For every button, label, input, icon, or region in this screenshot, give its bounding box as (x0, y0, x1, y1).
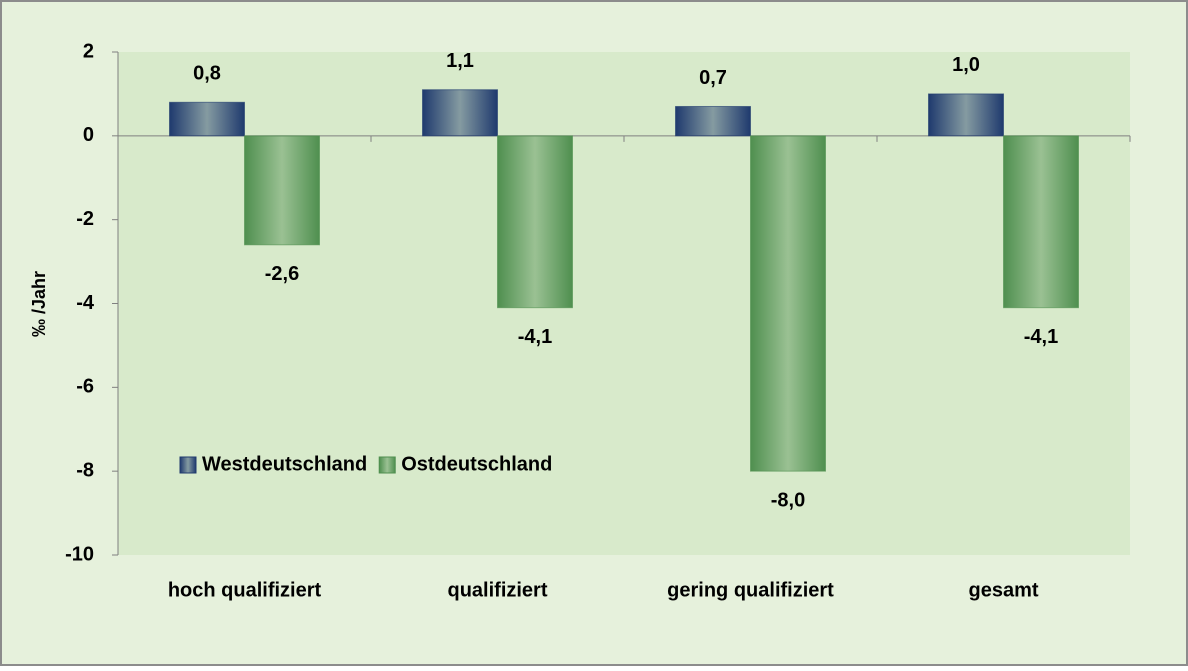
bar (497, 135, 573, 309)
x-tick-label: gering qualifiziert (667, 579, 834, 601)
legend-label: Westdeutschland (202, 453, 367, 475)
x-tick-label: qualifiziert (447, 579, 547, 601)
x-tick-label: hoch qualifiziert (168, 579, 322, 601)
data-label: 0,7 (699, 67, 727, 89)
y-tick-label: -8 (76, 459, 94, 481)
data-label: 1,0 (952, 54, 980, 76)
data-label: -2,6 (265, 263, 299, 285)
data-label: 0,8 (193, 63, 221, 85)
y-tick-label: 2 (83, 40, 94, 62)
bar (675, 105, 751, 137)
legend-swatch (179, 456, 197, 474)
x-tick-label: gesamt (968, 579, 1038, 601)
legend-label: Ostdeutschland (401, 453, 552, 475)
y-tick-label: -10 (65, 543, 94, 565)
bar (750, 135, 826, 472)
data-label: -4,1 (518, 326, 552, 348)
bar (928, 93, 1004, 137)
y-tick-label: -4 (76, 292, 95, 314)
data-label: -8,0 (771, 489, 805, 511)
legend-swatch (378, 456, 396, 474)
y-axis-label: ‰ /Jahr (29, 271, 49, 337)
bar (422, 89, 498, 137)
y-tick-label: -2 (76, 208, 94, 230)
bar (244, 135, 320, 246)
y-tick-label: 0 (83, 124, 94, 146)
bar (169, 101, 245, 137)
data-label: 1,1 (446, 50, 474, 72)
y-tick-label: -6 (76, 376, 94, 398)
data-label: -4,1 (1024, 326, 1058, 348)
bar (1003, 135, 1079, 309)
